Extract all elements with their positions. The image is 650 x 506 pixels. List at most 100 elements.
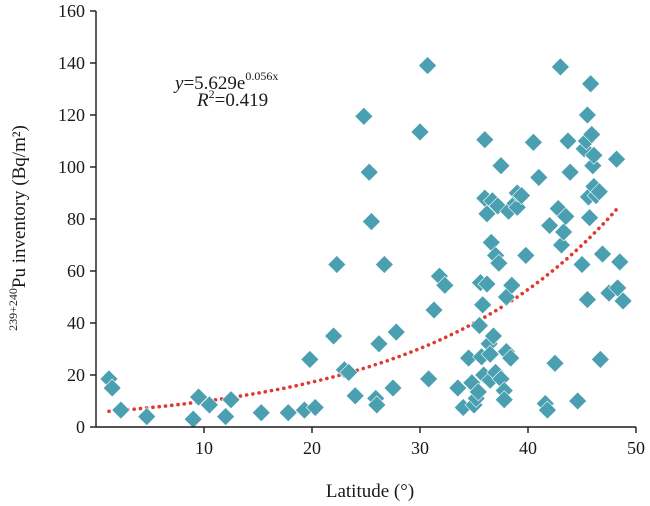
data-point — [361, 212, 381, 232]
data-point — [580, 208, 599, 228]
data-point — [480, 344, 500, 364]
data-point — [529, 167, 549, 187]
data-point — [473, 295, 493, 315]
data-point — [538, 400, 557, 420]
data-point — [102, 378, 122, 398]
r-squared-r: R — [196, 90, 209, 111]
data-point — [494, 390, 514, 410]
data-point — [418, 56, 437, 76]
x-tick-label: 20 — [303, 438, 321, 458]
data-point — [339, 362, 359, 382]
y-tick-label: 120 — [58, 105, 85, 125]
data-point — [516, 245, 536, 265]
data-point — [577, 105, 597, 125]
exponential-trend-line — [107, 205, 621, 414]
data-point — [545, 353, 565, 373]
data-point — [251, 403, 271, 423]
data-point — [278, 403, 298, 423]
data-point — [572, 255, 592, 274]
y-tick-label: 80 — [67, 209, 85, 229]
data-point — [540, 216, 560, 235]
data-point — [369, 334, 389, 354]
data-point — [489, 253, 509, 273]
data-point — [523, 132, 543, 152]
y-tick-label: 0 — [76, 417, 85, 437]
data-markers — [99, 56, 633, 429]
data-point — [550, 57, 570, 77]
y-tick-label: 60 — [67, 261, 85, 281]
y-axis-title: 239+240Pu inventory (Bq/m²) — [6, 125, 30, 331]
data-point — [354, 106, 374, 126]
data-point — [484, 326, 503, 346]
data-point — [560, 162, 580, 182]
data-point — [189, 387, 209, 407]
data-point — [383, 378, 403, 398]
data-point — [468, 382, 488, 402]
data-point — [613, 291, 633, 311]
r-squared-value: =0.419 — [215, 90, 268, 111]
y-tick-label: 20 — [67, 365, 85, 385]
data-point — [556, 206, 576, 226]
data-point — [581, 74, 601, 94]
data-point — [327, 255, 347, 274]
y-axis-title-superscript: 239+240 — [6, 288, 20, 331]
data-point — [111, 400, 131, 420]
data-point — [448, 378, 468, 398]
data-point — [512, 186, 531, 206]
data-point — [477, 274, 497, 294]
equation-exponent: 0.056x — [245, 69, 278, 83]
y-tick-label: 100 — [58, 157, 85, 177]
data-point — [137, 407, 157, 427]
data-point — [419, 369, 439, 389]
data-point — [502, 275, 522, 295]
data-point — [424, 300, 444, 320]
data-point — [359, 162, 379, 182]
data-point — [584, 145, 604, 165]
data-point — [607, 149, 626, 169]
data-point — [324, 326, 344, 346]
data-point — [386, 322, 406, 342]
y-tick-label: 40 — [67, 313, 85, 333]
data-point — [610, 252, 630, 272]
data-point — [558, 131, 578, 151]
data-point — [577, 290, 597, 310]
data-point — [199, 395, 219, 415]
x-tick-label: 40 — [519, 438, 537, 458]
r-squared-sup: 2 — [209, 87, 215, 101]
y-tick-label: 140 — [58, 53, 85, 73]
data-point — [374, 255, 394, 274]
data-point — [568, 391, 588, 411]
data-point — [501, 348, 521, 368]
axes: 10 20 30 40 50 0 20 40 60 80 100 120 140 160 — [58, 1, 645, 458]
data-point — [590, 349, 610, 369]
equation-annotation: y=5.629e0.056x — [173, 69, 278, 94]
data-point — [183, 409, 203, 429]
equation-y: y — [173, 73, 184, 94]
x-tick-label: 10 — [195, 438, 213, 458]
data-point — [221, 390, 241, 410]
data-point — [435, 275, 455, 295]
x-tick-label: 30 — [411, 438, 429, 458]
trend-line — [107, 205, 621, 414]
data-point — [593, 244, 612, 264]
data-point — [410, 122, 430, 142]
equation-body: =5.629e — [183, 73, 245, 94]
data-point — [305, 398, 325, 417]
data-point — [589, 182, 609, 202]
x-tick-label: 50 — [627, 438, 645, 458]
data-point — [367, 395, 387, 415]
data-point — [475, 130, 495, 150]
data-point — [469, 316, 489, 336]
data-point — [300, 349, 320, 369]
data-point — [491, 156, 511, 176]
x-axis-title: Latitude (°) — [326, 481, 414, 502]
data-point — [216, 407, 236, 427]
r-squared-annotation: R2=0.419 — [196, 87, 268, 111]
y-axis-title-text: Pu inventory (Bq/m²) — [9, 125, 30, 288]
data-point — [582, 125, 602, 144]
y-tick-label: 160 — [58, 1, 85, 21]
data-point — [552, 235, 571, 255]
data-point — [345, 386, 365, 406]
data-point — [554, 222, 574, 242]
